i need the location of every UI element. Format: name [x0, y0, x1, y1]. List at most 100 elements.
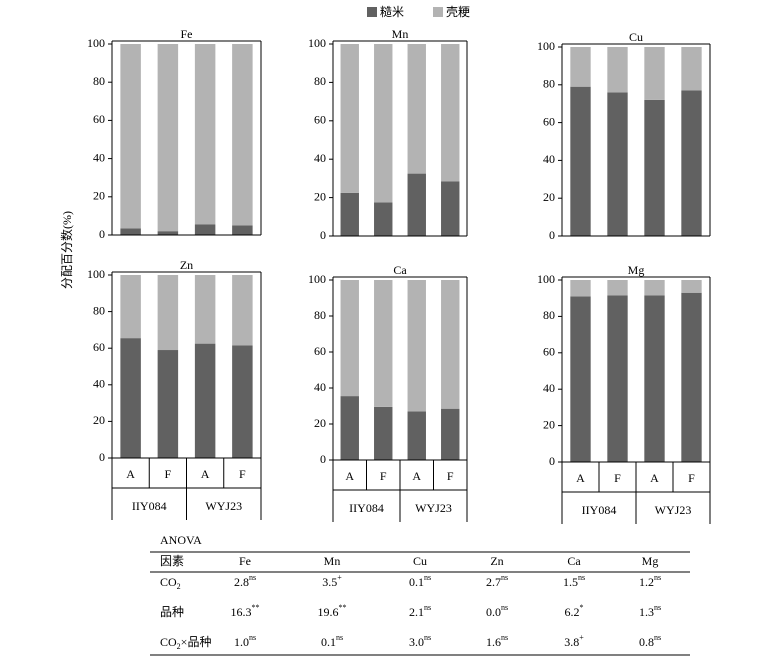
x-tick-label: A [201, 467, 210, 481]
y-tick-label: 80 [314, 74, 326, 88]
group-label: WYJ23 [205, 499, 242, 513]
table-cell: 2.1ns [409, 603, 431, 618]
table-header: 因素 [160, 554, 184, 568]
y-tick-label: 0 [99, 450, 105, 464]
table-header: Fe [239, 554, 251, 568]
cell-significance: ns [501, 633, 508, 642]
row-label: CO2 [160, 575, 181, 592]
table-cell: 2.7ns [486, 573, 508, 588]
table-header: Cu [413, 554, 427, 568]
x-tick-label: A [650, 471, 659, 485]
y-tick-label: 60 [314, 344, 326, 358]
table-cell: 3.5+ [322, 573, 342, 588]
y-tick-label: 40 [314, 380, 326, 394]
bar-segment [374, 280, 393, 407]
y-tick-label: 80 [93, 74, 105, 88]
y-tick-label: 60 [314, 113, 326, 127]
table-cell: 0.0ns [486, 603, 508, 618]
bar-segment [194, 343, 216, 458]
cell-significance: ns [654, 633, 661, 642]
cell-significance: ns [501, 573, 508, 582]
bar-segment [607, 280, 628, 296]
x-tick-label: A [345, 469, 354, 483]
x-tick-label: F [614, 471, 621, 485]
y-tick-label: 40 [543, 152, 555, 166]
y-tick-label: 80 [543, 308, 555, 322]
y-tick-label: 100 [87, 267, 105, 281]
cell-value: 1.6 [486, 635, 501, 649]
bar-segment [120, 228, 141, 235]
bar-segment [441, 280, 460, 409]
bar-segment [340, 44, 359, 193]
group-label: WYJ23 [655, 503, 692, 517]
bar-segment [232, 275, 253, 346]
bar-segment [407, 411, 426, 460]
row-label-after: ×品种 [181, 635, 212, 649]
y-tick-label: 20 [314, 189, 326, 203]
bar-segment [340, 396, 359, 460]
bar-segment [374, 202, 393, 236]
y-tick-label: 0 [549, 228, 555, 242]
y-tick-label: 0 [549, 454, 555, 468]
bar-segment [681, 47, 702, 91]
legend-swatch [367, 7, 377, 17]
y-tick-label: 20 [543, 417, 555, 431]
legend-label: 糙米 [380, 5, 404, 19]
y-tick-label: 0 [320, 228, 326, 242]
legend-swatch [433, 7, 443, 17]
bar-segment [607, 295, 628, 462]
y-tick-label: 80 [93, 303, 105, 317]
y-tick-label: 100 [537, 39, 555, 53]
y-tick-label: 80 [314, 308, 326, 322]
bar-segment [681, 280, 702, 293]
cell-value: 1.5 [563, 575, 578, 589]
y-tick-label: 60 [543, 114, 555, 128]
table-cell: 0.8ns [639, 633, 661, 648]
table-cell: 3.8+ [564, 633, 584, 648]
y-tick-label: 20 [543, 190, 555, 204]
table-cell: 2.8ns [234, 573, 256, 588]
bar-segment [157, 231, 179, 235]
x-tick-label: F [688, 471, 695, 485]
cell-significance: ** [252, 603, 260, 612]
bar-segment [157, 275, 179, 351]
bar-segment [644, 47, 665, 100]
y-axis-label: 分配百分数(%) [59, 211, 74, 289]
bar-segment [644, 295, 665, 462]
cell-value: 16.3 [231, 605, 252, 619]
bar-segment [681, 292, 702, 462]
y-tick-label: 0 [99, 227, 105, 241]
group-label: IIY084 [582, 503, 617, 517]
cell-value: 0.1 [409, 575, 424, 589]
x-tick-label: F [165, 467, 172, 481]
cell-significance: ns [424, 633, 431, 642]
x-tick-label: A [126, 467, 135, 481]
row-label: 品种 [160, 605, 184, 619]
cell-significance: ns [654, 573, 661, 582]
bar-segment [607, 47, 628, 93]
table-cell: 3.0ns [409, 633, 431, 648]
bar-segment [644, 99, 665, 236]
bar-segment [441, 408, 460, 460]
cell-value: 19.6 [318, 605, 339, 619]
cell-significance: ns [249, 633, 256, 642]
bar-segment [157, 44, 179, 232]
table-cell: 1.5ns [563, 573, 585, 588]
y-tick-label: 100 [308, 36, 326, 50]
y-tick-label: 40 [543, 381, 555, 395]
panel-title: Zn [180, 258, 193, 272]
x-tick-label: A [412, 469, 421, 483]
bar-segment [120, 275, 141, 339]
table-header: Mn [324, 554, 341, 568]
cell-value: 1.2 [639, 575, 654, 589]
cell-value: 0.8 [639, 635, 654, 649]
y-tick-label: 0 [320, 452, 326, 466]
bar-segment [570, 296, 591, 462]
bar-segment [232, 345, 253, 458]
y-tick-label: 20 [314, 416, 326, 430]
bar-segment [570, 86, 591, 236]
bar-segment [120, 44, 141, 229]
cell-value: 1.3 [639, 605, 654, 619]
cell-significance: ns [336, 633, 343, 642]
cell-value: 6.2 [565, 605, 580, 619]
